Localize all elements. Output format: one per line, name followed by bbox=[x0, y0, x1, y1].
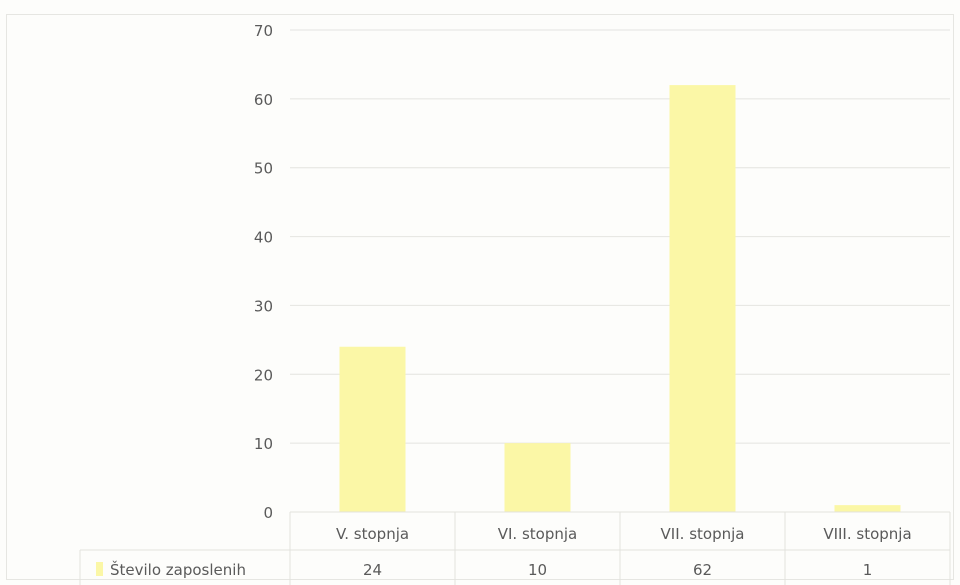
y-tick-label: 70 bbox=[254, 22, 273, 40]
legend-series-name: Število zaposlenih bbox=[110, 560, 246, 579]
legend-swatch bbox=[96, 562, 103, 576]
y-tick-label: 40 bbox=[254, 229, 273, 247]
x-category-label: VII. stopnja bbox=[661, 525, 745, 543]
bar bbox=[504, 443, 571, 512]
bars bbox=[339, 85, 901, 512]
data-table-value: 10 bbox=[528, 561, 547, 579]
x-category-label: VIII. stopnja bbox=[823, 525, 911, 543]
data-table-value: 1 bbox=[863, 561, 873, 579]
bar bbox=[339, 346, 406, 512]
y-tick-label: 60 bbox=[254, 91, 273, 109]
y-tick-label: 10 bbox=[254, 435, 273, 453]
bar bbox=[669, 85, 736, 512]
bar bbox=[834, 505, 901, 512]
y-tick-label: 50 bbox=[254, 160, 273, 178]
y-tick-label: 0 bbox=[263, 504, 273, 522]
x-category-label: V. stopnja bbox=[336, 525, 409, 543]
y-axis-tick-labels: 0 10 20 30 40 50 60 70 bbox=[254, 22, 273, 522]
y-tick-label: 20 bbox=[254, 366, 273, 384]
data-table-value: 62 bbox=[693, 561, 712, 579]
data-table: V. stopnja VI. stopnja VII. stopnja VIII. s… bbox=[79, 511, 951, 585]
x-category-label: VI. stopnja bbox=[498, 525, 577, 543]
y-tick-label: 30 bbox=[254, 297, 273, 315]
data-table-value: 24 bbox=[363, 561, 382, 579]
